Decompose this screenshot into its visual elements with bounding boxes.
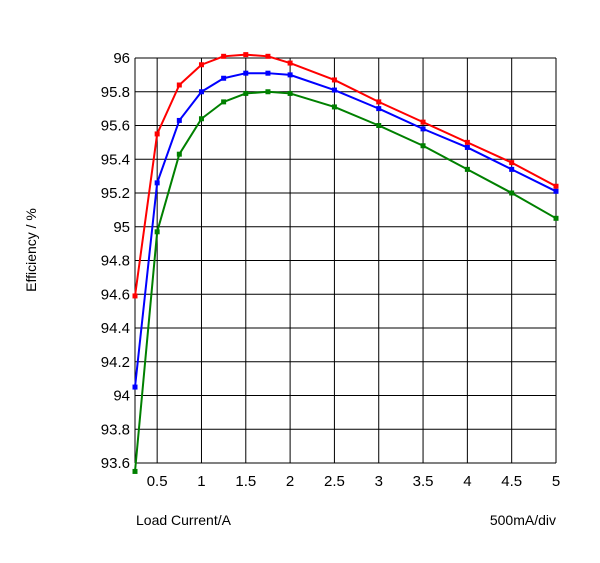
data-point xyxy=(376,99,382,105)
y-tick-label: 95 xyxy=(113,219,130,236)
data-point xyxy=(376,123,382,128)
data-point xyxy=(176,151,182,157)
x-axis-label: Load Current/A xyxy=(136,512,232,528)
data-point xyxy=(176,82,182,88)
data-point xyxy=(198,89,204,95)
y-tick-label: 94.8 xyxy=(101,253,130,270)
data-point xyxy=(509,160,515,166)
data-point xyxy=(265,70,271,76)
data-point xyxy=(154,131,160,137)
data-point xyxy=(198,116,204,122)
y-tick-label: 94 xyxy=(113,388,130,405)
data-point xyxy=(287,90,293,96)
data-point xyxy=(331,104,337,110)
data-point xyxy=(243,70,249,76)
data-point xyxy=(221,53,227,59)
data-point xyxy=(553,188,559,194)
x-tick-label: 0.5 xyxy=(147,473,168,490)
grid-layer xyxy=(134,57,557,464)
data-point xyxy=(132,293,138,299)
y-tick-label: 95.8 xyxy=(101,84,130,101)
data-point xyxy=(221,75,227,81)
x-tick-label: 3 xyxy=(375,473,383,490)
data-point xyxy=(464,166,470,172)
data-point xyxy=(420,143,426,149)
data-point xyxy=(331,77,337,83)
y-tick-label: 94.4 xyxy=(101,320,130,337)
x-tick-label: 1 xyxy=(197,473,205,490)
y-tick-label: 93.6 xyxy=(101,455,130,472)
x-tick-label: 1.5 xyxy=(235,473,256,490)
y-axis-label: Efficiency / % xyxy=(23,208,39,292)
data-point xyxy=(509,166,515,172)
data-point xyxy=(265,89,271,95)
y-tick-label: 95.4 xyxy=(101,151,130,168)
data-point xyxy=(464,139,470,145)
data-point xyxy=(420,119,426,125)
data-point xyxy=(287,60,293,66)
series-layer xyxy=(132,52,559,474)
data-point xyxy=(265,53,271,59)
data-point xyxy=(154,180,160,186)
data-point xyxy=(154,229,160,235)
data-point xyxy=(376,106,382,112)
series-line xyxy=(134,53,557,297)
y-tick-label: 95.6 xyxy=(101,118,130,135)
data-point xyxy=(287,72,293,78)
data-point xyxy=(176,117,182,123)
data-point xyxy=(132,384,138,390)
data-point xyxy=(198,62,204,68)
scale-note: 500mA/div xyxy=(490,512,556,528)
x-tick-label: 2 xyxy=(286,473,294,490)
x-tick-label: 5 xyxy=(552,473,560,490)
data-point xyxy=(553,183,559,189)
data-point xyxy=(132,468,138,474)
data-point xyxy=(464,144,470,150)
data-point xyxy=(221,99,227,105)
tick-label-layer: 0.5 1 1.5 2 2.5 3 3.5 4 4.5 5 93.6 93.8 94 94.2 94.4 94… xyxy=(101,50,560,490)
data-point xyxy=(553,215,559,221)
data-point xyxy=(243,90,249,96)
y-tick-label: 94.6 xyxy=(101,286,130,303)
x-tick-label: 3.5 xyxy=(413,473,434,490)
data-point xyxy=(331,87,337,93)
data-point xyxy=(509,190,515,196)
y-tick-label: 96 xyxy=(113,50,130,67)
series-3 xyxy=(132,89,559,474)
series-1 xyxy=(132,52,559,299)
y-tick-label: 93.8 xyxy=(101,421,130,438)
x-tick-label: 2.5 xyxy=(324,473,345,490)
series-line xyxy=(134,72,557,388)
data-point xyxy=(420,126,426,132)
series-line xyxy=(134,90,557,472)
series-2 xyxy=(132,70,559,390)
y-tick-label: 95.2 xyxy=(101,185,130,202)
y-tick-label: 94.2 xyxy=(101,354,130,371)
x-tick-label: 4.5 xyxy=(501,473,522,490)
x-tick-label: 4 xyxy=(463,473,471,490)
data-point xyxy=(243,52,249,58)
